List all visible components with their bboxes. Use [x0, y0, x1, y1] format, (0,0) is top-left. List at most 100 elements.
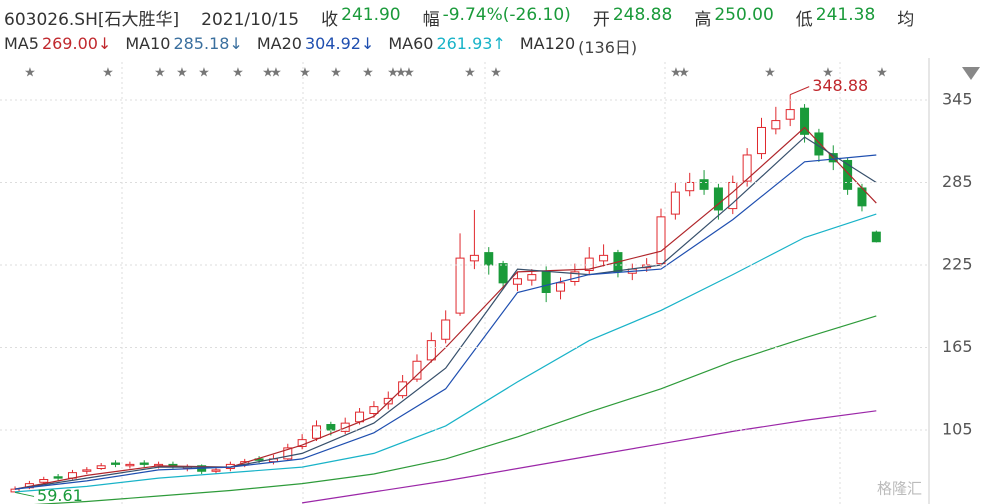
quote-value: 241.38 [815, 5, 876, 25]
ma-name: MA5 [4, 34, 39, 53]
ma-name: MA60 [388, 34, 434, 53]
candle-body [311, 425, 321, 439]
quote-row: 603026.SH[石大胜华] 2021/10/15 收 241.90 幅 -9.74… [4, 5, 914, 30]
svg-text:★: ★ [464, 66, 476, 81]
y-tick-label: 105 [942, 420, 973, 439]
candle-body [96, 465, 106, 470]
date: 2021/10/15 [201, 10, 300, 30]
candle-body [843, 159, 853, 190]
ma-legend: MA20 304.92↓ [257, 34, 375, 53]
quote-label: 高 [694, 10, 712, 30]
candle-body [800, 107, 810, 135]
candle-body [713, 187, 723, 211]
svg-text:★: ★ [262, 66, 274, 81]
svg-text:★: ★ [876, 66, 888, 81]
ma-legend: MA5 269.00↓ [4, 34, 111, 53]
candle-body [484, 252, 494, 266]
svg-text:★: ★ [330, 66, 342, 81]
ma-line [14, 136, 877, 490]
y-tick-label: 345 [942, 89, 973, 108]
ma-name: MA20 [256, 34, 302, 53]
quote-label: 开 [592, 10, 610, 30]
ma-value: 285.18↓ [173, 34, 243, 53]
svg-text:★: ★ [670, 66, 682, 81]
candle-body [39, 479, 49, 483]
quote: 开 248.88 [593, 5, 672, 30]
ma-legend: MA120 (136日) [520, 34, 637, 58]
y-tick-label: 225 [942, 254, 973, 273]
svg-text:★: ★ [154, 66, 166, 81]
candle-body [685, 181, 695, 192]
annotation-line [790, 86, 810, 96]
quote-value: 241.90 [341, 5, 401, 25]
candle-body [53, 476, 63, 479]
annotation-label: 59.61 [37, 486, 83, 504]
candle-body [82, 469, 92, 472]
svg-text:★: ★ [102, 66, 114, 81]
ma-line [302, 410, 877, 504]
ma-line [33, 315, 877, 504]
ma-value: 261.93↑ [436, 34, 506, 53]
candle-body [756, 126, 766, 155]
collapse-icon[interactable] [962, 67, 980, 80]
quote: 低 241.38 [796, 5, 875, 30]
svg-text:★: ★ [362, 66, 374, 81]
candle-body [656, 216, 666, 265]
y-tick-label: 285 [942, 172, 973, 191]
candle-body [670, 191, 680, 215]
candle-body [498, 263, 508, 284]
candle-body [871, 231, 881, 243]
candle-body [785, 109, 795, 120]
candle-body [699, 179, 709, 190]
quote: 均 [897, 5, 914, 30]
svg-text:★: ★ [403, 66, 415, 81]
annotation-label: 348.88 [812, 76, 868, 95]
candle-body [426, 340, 436, 361]
svg-text:★: ★ [490, 66, 502, 81]
candle-body [771, 120, 781, 130]
candle-body [412, 360, 422, 380]
ma-name: MA120 [519, 34, 576, 53]
candle-body [283, 447, 293, 460]
svg-text:★: ★ [176, 66, 188, 81]
svg-text:★: ★ [24, 66, 36, 81]
svg-text:★: ★ [678, 66, 690, 81]
candle-body [556, 282, 566, 292]
svg-text:★: ★ [270, 66, 282, 81]
candle-body [441, 319, 451, 340]
quote-label: 幅 [422, 10, 440, 30]
annotation-line [14, 491, 35, 497]
ma-legend: MA10 285.18↓ [125, 34, 243, 53]
vertical-grid [121, 62, 841, 504]
candle-body [139, 462, 149, 465]
candle-body [369, 406, 379, 415]
svg-text:★: ★ [395, 66, 407, 81]
watermark: 格隆汇 [877, 480, 922, 498]
candle-body [728, 181, 738, 210]
quote-label: 均 [897, 10, 915, 30]
candle-body [541, 271, 551, 293]
svg-text:★: ★ [232, 66, 244, 81]
symbol: 603026.SH[石大胜华] [4, 10, 180, 30]
ma-value: 304.92↓ [304, 34, 375, 53]
quote-label: 低 [795, 10, 813, 30]
stars: ★ ★ ★ ★ ★ ★ ★★ ★ ★ ★ ★ ★★ ★ ★ ★★ ★ ★ ★ [24, 66, 888, 81]
ma-line [14, 213, 877, 493]
candle-body [211, 469, 221, 472]
y-tick-label: 165 [942, 337, 973, 356]
candle-body [584, 257, 594, 271]
svg-text:★: ★ [299, 66, 311, 81]
ma-line [14, 154, 877, 490]
svg-text:★: ★ [764, 66, 776, 81]
ma-value: (136日) [578, 38, 638, 57]
candle-body [512, 278, 522, 285]
ma-legend: MA60 261.93↑ [388, 34, 506, 53]
candle-body [742, 154, 752, 182]
quote-value: 248.88 [612, 5, 673, 25]
quote-value: -9.74%(-26.10) [442, 5, 571, 25]
candle-body [326, 424, 336, 431]
candle-body [125, 463, 135, 467]
quote: 高 250.00 [694, 5, 773, 30]
quote: 收 241.90 [321, 5, 400, 30]
